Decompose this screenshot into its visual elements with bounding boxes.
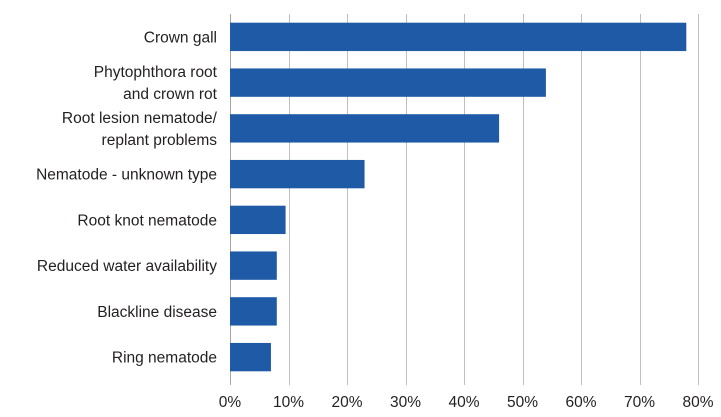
category-label: Ring nematode (112, 350, 217, 367)
x-tick-label: 40% (448, 394, 479, 411)
x-tick-label: 10% (273, 394, 304, 411)
category-label: Root knot nematode (77, 212, 217, 229)
category-label: Crown gall (144, 29, 217, 46)
category-label: Phytophthora root and crown rot (94, 64, 218, 103)
bar (230, 68, 546, 97)
x-tick-label: 50% (507, 394, 538, 411)
category-label-line: replant problems (102, 132, 218, 149)
category-label: Reduced water availability (37, 258, 217, 275)
category-label: Nematode - unknown type (36, 167, 217, 184)
bars (230, 22, 687, 372)
x-tick-label: 30% (390, 394, 421, 411)
category-label: Root lesion nematode/replant problems (62, 110, 218, 149)
bar (230, 342, 271, 372)
x-tick-label: 70% (624, 394, 655, 411)
category-label-line: Reduced water availability (37, 258, 217, 275)
category-label-line: Root knot nematode (77, 212, 217, 229)
x-tick-label: 0% (219, 394, 242, 411)
bar (230, 22, 687, 52)
category-label-line: Root lesion nematode/ (62, 110, 218, 127)
category-labels: Crown gall Phytophthora root and crown rot… (36, 29, 218, 366)
x-tick-label: 20% (331, 394, 362, 411)
category-label-line: Blackline disease (97, 304, 217, 321)
category-label: Blackline disease (97, 304, 217, 321)
category-label-line: Crown gall (144, 29, 217, 46)
bar (230, 205, 286, 235)
x-tick-label: 60% (565, 394, 596, 411)
bar (230, 114, 500, 143)
bar (230, 251, 277, 280)
category-label-line: and crown rot (123, 86, 218, 103)
x-tick-label: 80% (682, 394, 713, 411)
category-label-line: Ring nematode (112, 350, 217, 367)
x-tick-labels: 0% 10% 20% 30% 40% 50% 60% 70% 80% (219, 394, 714, 411)
category-label-line: Phytophthora root (94, 64, 218, 81)
bar (230, 159, 365, 189)
category-label-line: Nematode - unknown type (36, 167, 217, 184)
bar (230, 297, 277, 326)
